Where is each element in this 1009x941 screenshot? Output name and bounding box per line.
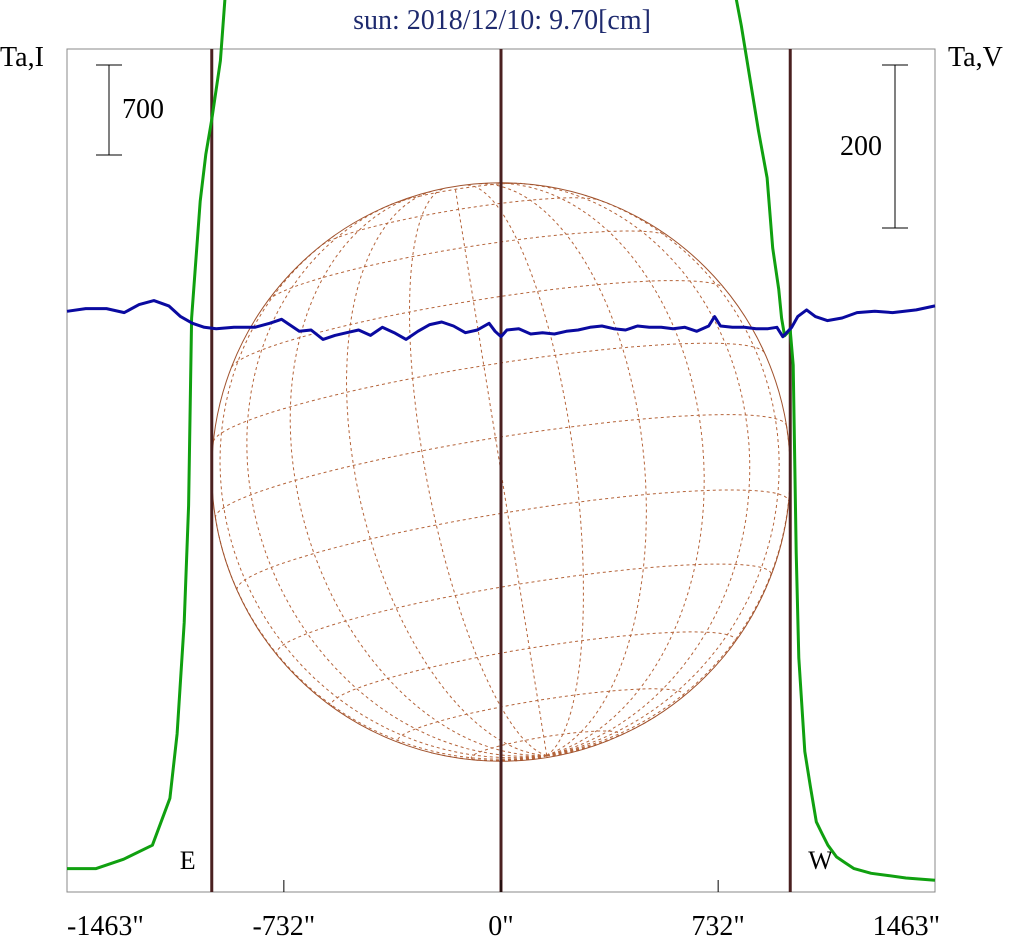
x-tick-label: 732": [691, 911, 744, 941]
latitude-line: [236, 489, 790, 590]
longitude-line: [497, 182, 705, 756]
series-V-line: [66, 299, 936, 341]
longitude-line: [345, 190, 547, 756]
longitude-line: [466, 184, 584, 756]
scale-bar-label: 700: [122, 94, 164, 125]
x-tick-label: 0": [488, 911, 513, 941]
limb-label: W: [808, 846, 833, 875]
latitude-line: [276, 563, 772, 656]
x-tick-label: 1463": [873, 911, 940, 941]
x-axis-ticks: -1463" -732" 0" 732" 1463": [67, 880, 940, 941]
longitude-line: [546, 194, 780, 756]
x-tick-label: -732": [252, 911, 315, 941]
latitude-line: [231, 280, 724, 368]
limb-label: E: [180, 846, 196, 875]
longitude-line: [408, 188, 547, 756]
longitude-line: [477, 183, 647, 756]
longitude-line: [520, 182, 751, 756]
longitude-line: [454, 186, 548, 756]
latitude-line: [268, 230, 668, 301]
y-right-label: Ta,V: [948, 42, 1003, 73]
y-left-label: Ta,I: [0, 42, 44, 73]
longitude-line: [546, 716, 656, 756]
x-tick-label: -1463": [67, 911, 144, 941]
series-lines: [66, 0, 936, 882]
latitude-line: [397, 688, 684, 745]
latitude-line: [212, 342, 765, 442]
chart-title: sun: 2018/12/10: 9.70[cm]: [353, 5, 651, 36]
series-I-line: [67, 0, 936, 882]
scale-bar-label: 200: [840, 131, 882, 162]
longitude-line: [289, 196, 547, 756]
latitude-line: [390, 182, 523, 206]
scale-bars: 700 200: [96, 64, 908, 229]
longitude-line: [546, 425, 791, 756]
